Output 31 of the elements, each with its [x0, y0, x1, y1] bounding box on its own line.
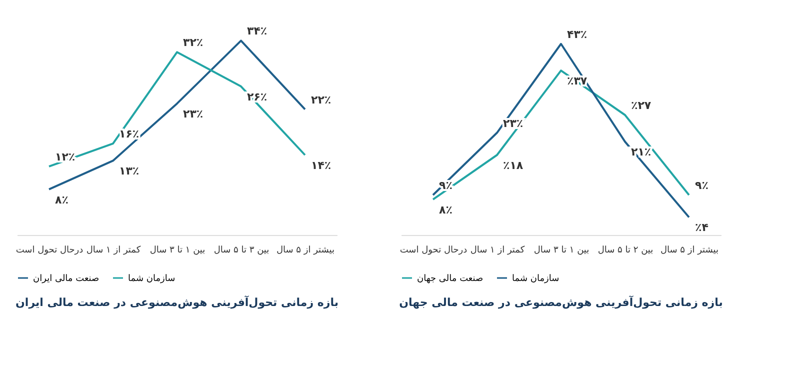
- text: بازه زمانی تحول‌آفرینی هوش‌مصنوعی در صنعت مالی جهان: [399, 295, 723, 309]
- legend-label: سازمان شما: [512, 274, 560, 284]
- x-tick-label: بین ۱ تا ۳ سال: [150, 246, 206, 256]
- x-tick-label: درحال تحول است: [16, 246, 84, 256]
- data-label: ۱۴٪: [311, 159, 332, 172]
- data-label: ۳۴٪: [247, 24, 268, 38]
- data-label: ٪۱۸: [503, 159, 524, 172]
- x-tick-label: کمتر از ۱ سال: [86, 246, 142, 256]
- data-label: ۹٪: [695, 179, 708, 192]
- data-label: ۲۲٪: [311, 93, 332, 106]
- x-tick-label: کمتر از ۱ سال: [470, 246, 526, 256]
- data-label: ۱۳٪: [119, 164, 140, 178]
- data-label: ۸٪: [439, 203, 452, 216]
- x-tick-label: بیشتر از ۵ سال: [660, 246, 719, 256]
- legend-label: سازمان شما: [128, 274, 176, 284]
- data-label: ۸٪: [55, 193, 68, 206]
- data-label: ۴۳٪: [567, 28, 588, 41]
- legend-label: صنعت مالی جهان: [417, 274, 484, 284]
- data-label: ٪۴: [695, 221, 709, 234]
- x-tick-label: بین ۲ تا ۵ سال: [598, 246, 654, 256]
- data-label: ۱۲٪: [55, 150, 76, 164]
- data-label: ۲۳٪: [183, 108, 204, 121]
- x-tick-label: بین ۳ تا ۵ سال: [214, 246, 270, 256]
- x-tick-label: درحال تحول است: [400, 246, 468, 256]
- legend-label: صنعت مالی ایران: [33, 274, 100, 284]
- data-label: ۱۶٪: [119, 128, 140, 141]
- text: بازه زمانی تحول‌آفرینی هوش‌مصنوعی در صنعت مالی ایران: [16, 295, 338, 309]
- x-tick-label: بین ۱ تا ۳ سال: [534, 246, 590, 256]
- x-tick-label: بیشتر از ۵ سال: [276, 246, 335, 256]
- data-label: ۳۲٪: [183, 36, 204, 50]
- data-label: ٪۲۷: [631, 99, 652, 112]
